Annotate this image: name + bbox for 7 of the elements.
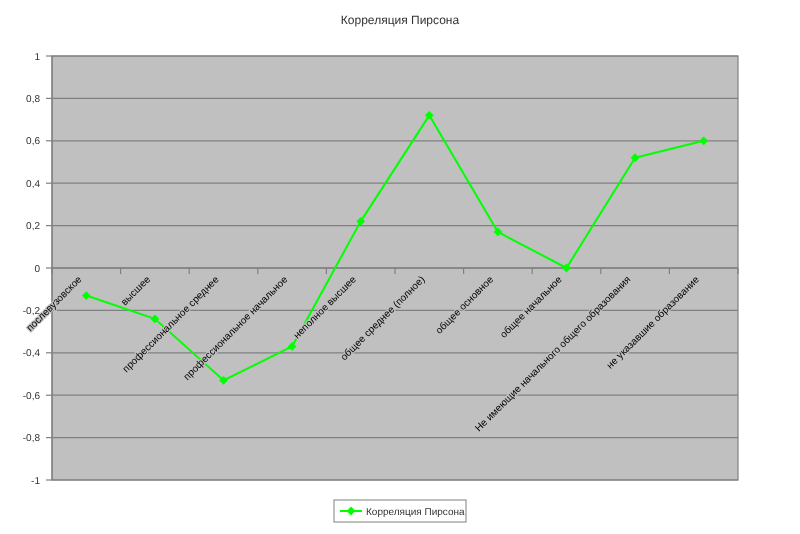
point bbox=[493, 227, 503, 237]
point bbox=[356, 216, 366, 226]
point bbox=[424, 110, 434, 120]
point bbox=[630, 153, 640, 163]
point bbox=[81, 291, 91, 300]
point bbox=[287, 342, 297, 351]
point bbox=[699, 136, 709, 146]
